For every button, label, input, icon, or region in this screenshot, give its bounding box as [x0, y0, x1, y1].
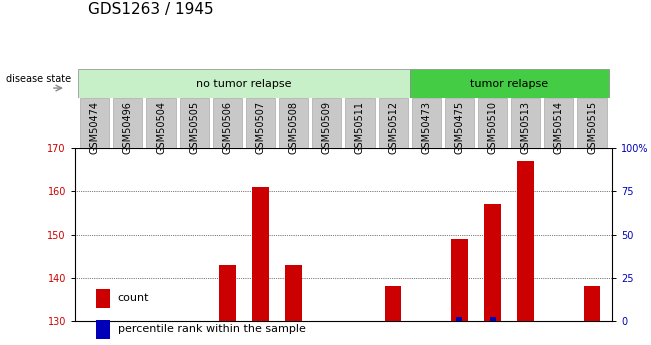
Text: GSM50514: GSM50514 — [554, 101, 564, 154]
Text: disease state: disease state — [6, 74, 71, 84]
Text: GSM50509: GSM50509 — [322, 101, 332, 154]
Bar — [409, 69, 609, 98]
Bar — [456, 317, 462, 321]
Text: GSM50507: GSM50507 — [256, 101, 266, 154]
Bar — [113, 98, 143, 148]
Bar — [346, 98, 374, 148]
Bar — [96, 320, 110, 339]
Bar — [252, 187, 269, 321]
Bar — [213, 98, 242, 148]
Text: GSM50473: GSM50473 — [421, 101, 431, 154]
Bar — [180, 98, 209, 148]
Text: GSM50510: GSM50510 — [488, 101, 497, 154]
Bar — [478, 98, 507, 148]
Bar — [451, 239, 467, 321]
Text: tumor relapse: tumor relapse — [470, 79, 548, 89]
Bar — [490, 317, 495, 321]
Bar — [78, 69, 409, 98]
Bar — [511, 98, 540, 148]
Bar — [544, 98, 574, 148]
Bar — [484, 205, 501, 321]
Text: GSM50508: GSM50508 — [288, 101, 299, 154]
Bar — [445, 98, 474, 148]
Bar — [378, 98, 408, 148]
Bar — [518, 161, 534, 321]
Bar — [584, 286, 600, 321]
Bar — [385, 286, 402, 321]
Text: GSM50515: GSM50515 — [587, 101, 597, 154]
Bar — [411, 98, 441, 148]
Bar — [96, 289, 110, 308]
Text: no tumor relapse: no tumor relapse — [196, 79, 292, 89]
Bar — [246, 98, 275, 148]
Text: GDS1263 / 1945: GDS1263 / 1945 — [88, 2, 214, 17]
Text: GSM50506: GSM50506 — [223, 101, 232, 154]
Bar — [219, 265, 236, 321]
Text: GSM50513: GSM50513 — [521, 101, 531, 154]
Bar — [146, 98, 176, 148]
Bar — [312, 98, 341, 148]
Text: GSM50496: GSM50496 — [123, 101, 133, 154]
Text: GSM50474: GSM50474 — [90, 101, 100, 154]
Text: GSM50475: GSM50475 — [454, 101, 464, 154]
Text: GSM50511: GSM50511 — [355, 101, 365, 154]
Bar — [279, 98, 309, 148]
Bar — [285, 265, 302, 321]
Text: GSM50505: GSM50505 — [189, 101, 199, 154]
Bar — [80, 98, 109, 148]
Text: GSM50512: GSM50512 — [388, 101, 398, 154]
Text: percentile rank within the sample: percentile rank within the sample — [118, 325, 306, 334]
Text: GSM50504: GSM50504 — [156, 101, 166, 154]
Text: count: count — [118, 294, 149, 303]
Bar — [577, 98, 607, 148]
